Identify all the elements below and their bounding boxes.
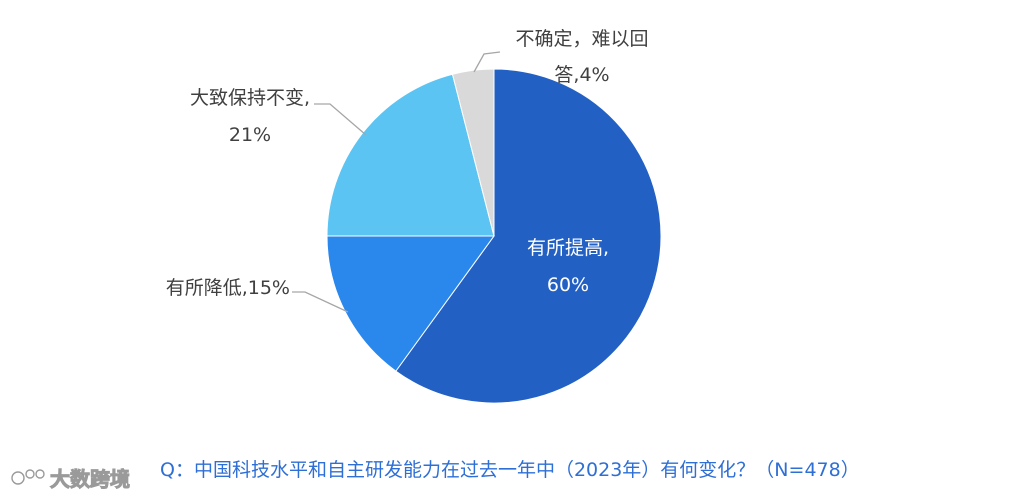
leader-line-lower — [292, 291, 349, 313]
watermark-logo: 大数跨境 — [11, 467, 131, 492]
pie-slice-0 — [395, 68, 662, 404]
leader-line-unsure — [473, 51, 501, 73]
survey-question: Q：中国科技水平和自主研发能力在过去一年中（2023年）有何变化？（N=478） — [160, 459, 860, 481]
slice-label-unsure-value: 答,4% — [554, 64, 609, 86]
slice-label-raise-name: 有所提高, — [527, 237, 609, 259]
leader-line-same — [314, 103, 367, 136]
pie-slice-2 — [326, 73, 495, 237]
slice-label-same-value: 21% — [229, 124, 271, 146]
pie-slices — [326, 68, 662, 404]
slice-label-same-name: 大致保持不变, — [190, 87, 310, 109]
watermark-text: 大数跨境 — [50, 467, 130, 491]
slice-label-lower: 有所降低,15% — [166, 277, 290, 299]
pie-slice-3 — [451, 68, 495, 237]
slice-label-raise-value: 60% — [547, 274, 589, 296]
pie-slice-1 — [326, 235, 495, 372]
watermark-icon — [11, 469, 45, 485]
slice-label-unsure-name: 不确定，难以回 — [515, 28, 648, 50]
